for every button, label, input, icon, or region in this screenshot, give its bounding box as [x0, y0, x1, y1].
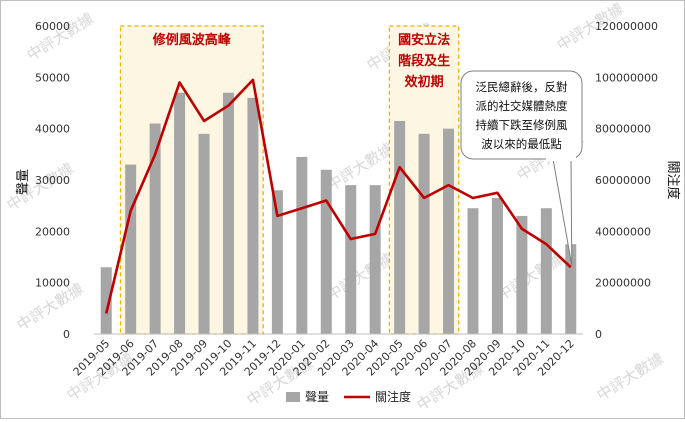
bar-2019-06 [125, 165, 136, 334]
legend-label-volume: 聲量 [305, 389, 329, 404]
callout-text: 派的社交媒體熱度 [476, 99, 568, 113]
band-label: 效初期 [405, 74, 444, 90]
y-left-tick: 50000 [35, 71, 70, 84]
bar-2020-01 [296, 157, 307, 334]
band-label: 國安立法 [398, 32, 450, 48]
y-right-tick: 100000000 [595, 71, 658, 84]
bar-2019-08 [174, 93, 185, 334]
callout-joint [546, 155, 576, 161]
band-label: 階段及生 [398, 53, 450, 69]
legend: 聲量 關注度 [286, 389, 411, 404]
watermark-text: 中評大數據 [24, 9, 97, 64]
y-left-tick: 30000 [35, 174, 70, 187]
bar-2020-06 [419, 134, 430, 334]
y-right-label: 關注度 [665, 160, 681, 199]
y-right-tick: 40000000 [595, 225, 651, 238]
band-label: 修例風波高峰 [152, 32, 232, 48]
y-left-tick: 60000 [35, 20, 70, 33]
y-right-tick: 120000000 [595, 20, 658, 33]
bar-2020-09 [492, 198, 503, 334]
bar-2019-09 [199, 134, 210, 334]
y-left-tick: 0 [63, 328, 70, 341]
y-right-tick: 80000000 [595, 123, 651, 136]
bar-2020-03 [345, 185, 356, 334]
callout-text: 泛民總辭後，反對 [476, 80, 568, 94]
y-left-tick: 10000 [35, 277, 70, 290]
bar-2020-04 [370, 185, 381, 334]
highlight-band [120, 26, 263, 334]
bar-2020-11 [541, 208, 552, 334]
watermark-text: 中評大數據 [494, 249, 567, 304]
callout-text: 波以來的最低點 [481, 137, 562, 151]
legend-swatch-volume [286, 392, 300, 402]
watermark-text: 中評大數據 [324, 249, 397, 304]
callout-text: 持續下跌至修例風 [476, 118, 568, 132]
bar-2020-10 [516, 216, 527, 334]
watermark-text: 中評大數據 [594, 349, 667, 404]
bar-2020-07 [443, 129, 454, 334]
bar-2019-11 [247, 98, 258, 334]
bar-2019-10 [223, 93, 234, 334]
legend-label-attention: 關注度 [375, 389, 411, 404]
y-right-tick: 60000000 [595, 174, 651, 187]
y-right-tick: 20000000 [595, 277, 651, 290]
watermark-text: 中評大數據 [324, 139, 397, 194]
y-left-tick: 40000 [35, 123, 70, 136]
bar-2020-02 [321, 170, 332, 334]
y-left-tick: 20000 [35, 225, 70, 238]
y-right-tick: 0 [595, 328, 602, 341]
bar-2020-08 [467, 208, 478, 334]
bar-2020-05 [394, 121, 405, 334]
y-left-label: 聲量 [15, 169, 31, 195]
